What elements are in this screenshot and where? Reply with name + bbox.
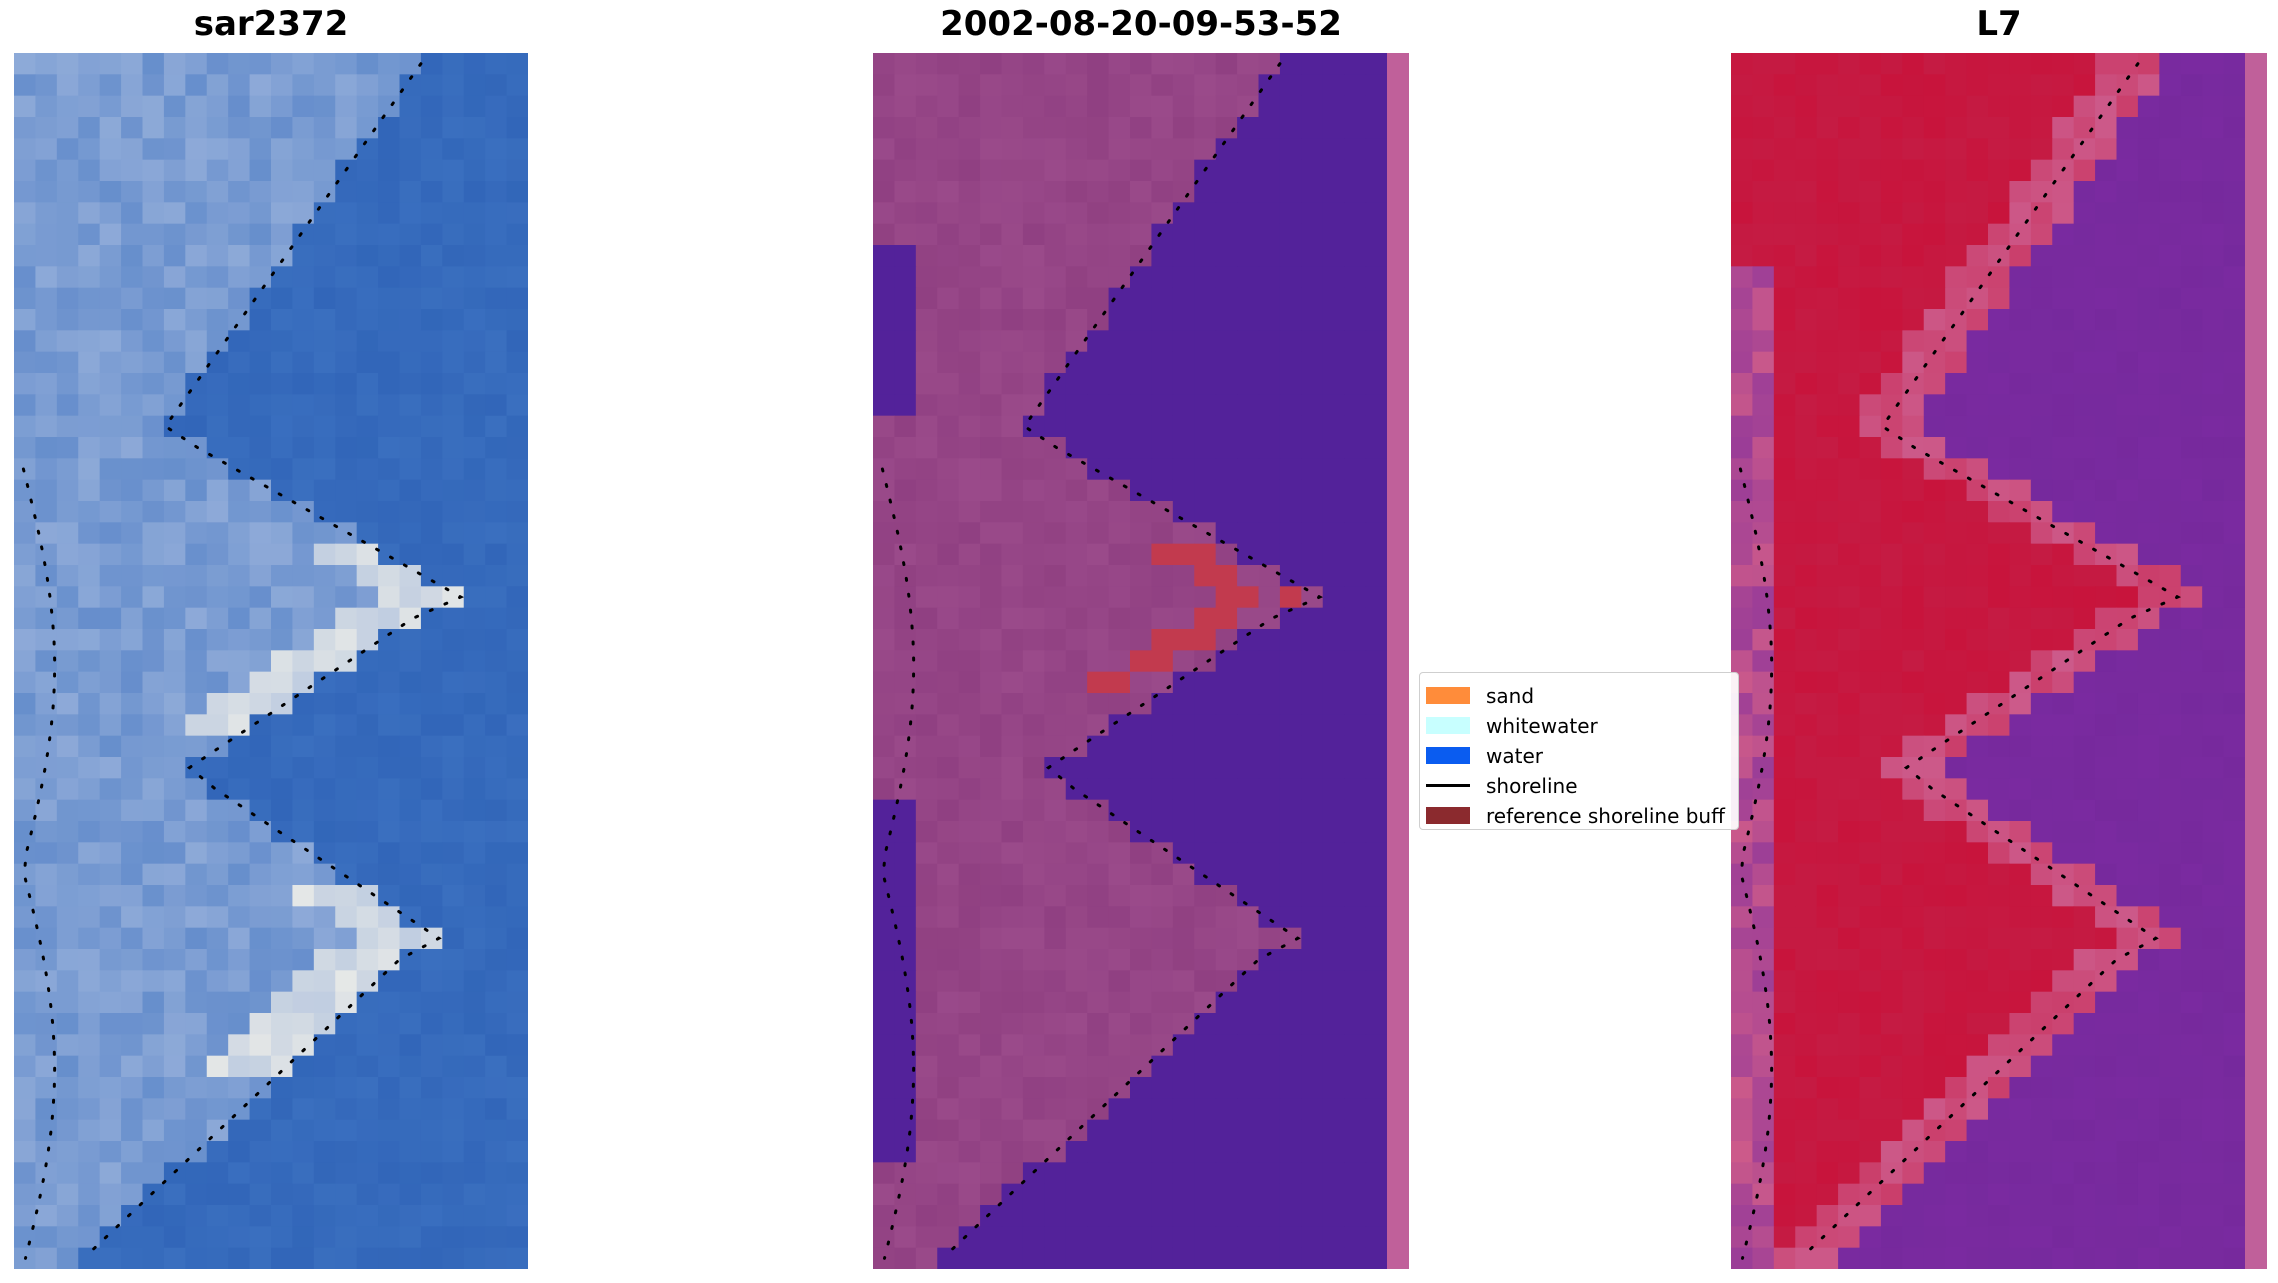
mndwi-image-panel: [1731, 53, 2267, 1269]
classified-raster: [873, 53, 1409, 1269]
panel-title-mndwi: L7: [1976, 4, 2022, 44]
rgb-image-panel: [14, 53, 528, 1269]
legend-label: sand: [1486, 684, 1535, 708]
legend-item-whitewater: whitewater: [1420, 711, 1738, 741]
legend-item-water: water: [1420, 741, 1738, 771]
shoreline-dotted-left: [880, 467, 916, 1260]
edge-strip: [2245, 53, 2267, 1269]
mndwi-raster: [1731, 53, 2267, 1269]
legend-item-sand: sand: [1420, 681, 1738, 711]
panel-title-rgb: sar2372: [193, 4, 349, 44]
rgb-pixels: [14, 53, 528, 1269]
panel-title-classified: 2002-08-20-09-53-52: [940, 4, 1342, 44]
legend-label: water: [1486, 744, 1543, 768]
legend-label: whitewater: [1486, 714, 1598, 738]
legend-line-swatch: [1426, 784, 1470, 787]
legend: sand whitewater water shoreline reference sh…: [1419, 672, 1739, 830]
legend-item-reference-shoreline-buff: reference shoreline buff: [1420, 801, 1738, 831]
rgb-raster: [14, 53, 528, 1269]
legend-color-swatch: [1426, 747, 1470, 764]
legend-item-shoreline: shoreline: [1420, 771, 1738, 801]
legend-color-swatch: [1426, 717, 1470, 734]
shoreline-dotted-left: [1738, 467, 1774, 1260]
edge-strip: [1387, 53, 1409, 1269]
mndwi-pixels: [1731, 53, 2246, 1269]
legend-color-swatch: [1426, 687, 1470, 704]
shoreline-dotted: [82, 62, 465, 1260]
shoreline-dotted: [1799, 62, 2182, 1260]
classified-pixels: [873, 53, 1388, 1269]
shoreline-dotted: [941, 62, 1324, 1260]
legend-color-swatch: [1426, 807, 1470, 824]
legend-label: reference shoreline buff: [1486, 804, 1725, 828]
legend-label: shoreline: [1486, 774, 1578, 798]
classified-image-panel: [873, 53, 1409, 1269]
shoreline-dotted-left: [21, 467, 57, 1260]
